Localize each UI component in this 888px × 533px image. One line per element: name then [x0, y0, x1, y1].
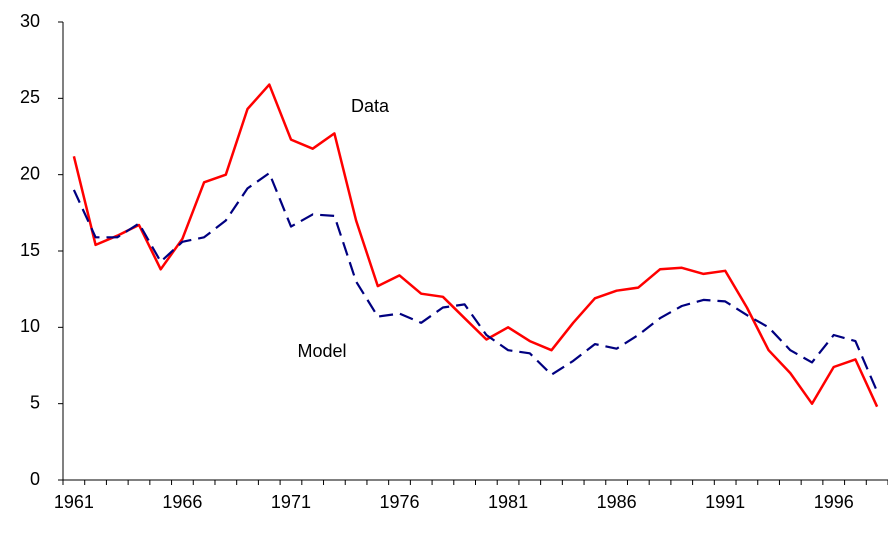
y-tick-label: 25 [20, 87, 40, 107]
series-line [72, 172, 879, 392]
y-tick-label: 15 [20, 240, 40, 260]
x-tick-label: 1981 [488, 492, 528, 512]
y-tick-label: 0 [30, 469, 40, 489]
x-tick-label: 1976 [379, 492, 419, 512]
x-tick-label: 1961 [54, 492, 94, 512]
x-tick-label: 1986 [597, 492, 637, 512]
y-tick-label: 30 [20, 11, 40, 31]
x-tick-label: 1996 [814, 492, 854, 512]
series-label: Data [351, 96, 390, 116]
y-tick-label: 5 [30, 392, 40, 412]
x-tick-label: 1971 [271, 492, 311, 512]
y-tick-label: 20 [20, 163, 40, 183]
series-line [72, 83, 879, 408]
y-tick-label: 10 [20, 316, 40, 336]
x-tick-label: 1991 [705, 492, 745, 512]
series-label: Model [297, 341, 346, 361]
x-tick-label: 1966 [162, 492, 202, 512]
